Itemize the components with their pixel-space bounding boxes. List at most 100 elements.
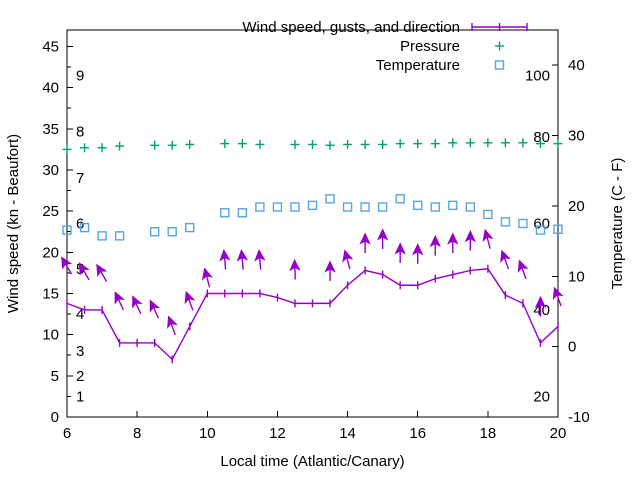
wind-direction-arrow	[96, 263, 108, 282]
y-tick-label: 25	[42, 203, 59, 220]
temperature-point	[518, 218, 528, 229]
fahrenheit-label: 80	[533, 129, 550, 146]
pressure-point	[97, 143, 107, 153]
x-tick-label: 16	[409, 425, 426, 442]
wind-direction-arrow	[132, 295, 143, 315]
beaufort-label: 4	[76, 306, 84, 323]
y-tick-label: 0	[51, 409, 59, 426]
wind-direction-arrow	[534, 295, 547, 317]
temperature-point	[307, 200, 318, 211]
pressure-point	[553, 139, 563, 149]
wind-direction-arrow	[482, 228, 494, 249]
y-tick-label: 10	[42, 327, 59, 344]
y2-tick-label: 40	[568, 57, 585, 74]
wind-direction-arrow	[201, 267, 213, 288]
temperature-point	[448, 200, 458, 211]
beaufort-label: 2	[76, 368, 84, 385]
temperature-point	[185, 222, 195, 233]
x-axis-title: Local time (Atlantic/Canary)	[220, 453, 404, 470]
plot-frame	[66, 29, 559, 418]
wind-direction-arrow	[376, 228, 389, 249]
pressure-point	[535, 139, 545, 149]
temperature-point	[535, 225, 546, 235]
temperature-point	[79, 222, 90, 233]
wind-direction-arrow	[552, 286, 564, 307]
legend-label-0: Wind speed, gusts, and direction	[242, 19, 460, 36]
wind-direction-arrow	[342, 249, 354, 270]
pressure-point	[465, 138, 475, 148]
pressure-point	[255, 139, 265, 149]
fahrenheit-label: 60	[533, 216, 550, 233]
legend-sample-line	[471, 23, 528, 31]
temperature-point	[272, 202, 283, 212]
temperature-point	[413, 200, 423, 211]
y-axis-title: Wind speed (kn - Beaufort)	[5, 134, 22, 313]
wind-direction-arrow	[411, 243, 424, 264]
wind-direction-arrow	[149, 299, 161, 319]
pressure-point	[185, 139, 195, 149]
pressure-point	[413, 139, 423, 149]
pressure-point	[360, 139, 370, 149]
temperature-point	[377, 202, 388, 212]
pressure-point	[290, 139, 300, 149]
wind-direction-arrow	[219, 248, 231, 270]
pressure-point	[308, 139, 317, 149]
wind-direction-arrow	[447, 232, 459, 254]
pressure-point	[395, 139, 405, 149]
wind-direction-arrow	[394, 242, 406, 263]
beaufort-label: 8	[76, 123, 84, 140]
beaufort-label: 1	[76, 388, 84, 405]
inner-scale-labels: 12345678920406080100	[76, 67, 550, 405]
wind-direction-arrow	[517, 259, 529, 280]
x-tick-label: 6	[63, 425, 71, 442]
temperature-point	[483, 209, 493, 220]
y2-tick-label: -10	[568, 409, 590, 426]
legend-sample-square	[494, 60, 505, 70]
x-tick-label: 10	[199, 425, 216, 442]
legend-label-2: Temperature	[376, 57, 460, 74]
y-tick-label: 30	[42, 162, 59, 179]
y-tick-label: 20	[42, 244, 59, 261]
beaufort-label: 3	[76, 343, 84, 360]
temperature-point	[149, 227, 160, 237]
x-tick-label: 12	[269, 425, 286, 442]
x-tick-label: 18	[480, 425, 497, 442]
temperature-point	[553, 224, 563, 234]
wind-direction-arrow	[464, 229, 477, 251]
legend-label-1: Pressure	[400, 38, 460, 55]
wind-direction-arrow	[429, 234, 441, 256]
wind-direction-arrow	[167, 315, 178, 336]
pressure-point	[325, 140, 335, 150]
wind-direction-arrow	[78, 261, 90, 281]
pressure-point	[115, 141, 125, 151]
wind-direction-arrow	[289, 258, 301, 280]
y-tick-label: 35	[42, 121, 59, 138]
wind-direction-arrow	[324, 260, 336, 282]
y2-tick-label: 30	[568, 128, 585, 145]
pressure-point	[518, 138, 528, 148]
temperature-point	[62, 225, 72, 235]
y2-axis-title: Temperature (C - F)	[609, 158, 626, 290]
wind-direction-arrow	[254, 248, 266, 270]
beaufort-label: 9	[76, 67, 84, 84]
temperature-point	[500, 217, 511, 227]
pressure-point	[448, 138, 458, 148]
temperature-point	[342, 202, 353, 212]
beaufort-label: 7	[76, 170, 84, 187]
wind-direction-arrow	[184, 290, 196, 311]
y-tick-label: 45	[42, 38, 59, 55]
temperature-point	[290, 202, 300, 212]
temperature-point	[465, 202, 476, 212]
y-tick-label: 15	[42, 285, 59, 302]
y-tick-label: 40	[42, 80, 59, 97]
pressure-point	[378, 139, 388, 149]
fahrenheit-label: 100	[525, 67, 550, 84]
pressure-point	[167, 140, 177, 150]
y2-tick-label: 0	[568, 339, 576, 356]
temperature-point	[325, 194, 335, 204]
temperature-point	[167, 227, 177, 237]
y-tick-label: 5	[51, 368, 59, 385]
wind-direction-arrow	[500, 249, 511, 270]
